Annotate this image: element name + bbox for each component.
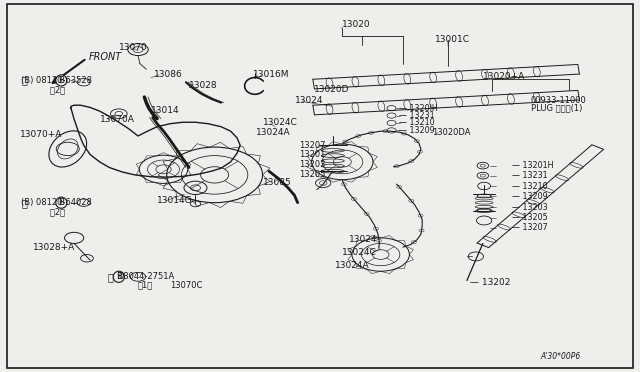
Text: 13024C: 13024C (262, 119, 297, 128)
Text: (B) 08120-63528: (B) 08120-63528 (21, 76, 92, 85)
Text: 13207: 13207 (300, 141, 326, 150)
Text: 13203: 13203 (300, 160, 326, 169)
Text: — 13231: — 13231 (399, 111, 434, 120)
Text: 13020DA: 13020DA (432, 128, 470, 137)
Text: — 13202: — 13202 (470, 278, 511, 287)
Text: 13020+A: 13020+A (483, 72, 525, 81)
Text: 13001C: 13001C (435, 35, 470, 44)
Text: 00933-11000: 00933-11000 (531, 96, 586, 105)
Text: — 13210: — 13210 (399, 119, 434, 128)
Text: 13016M: 13016M (253, 70, 289, 79)
Text: — 13205: — 13205 (511, 213, 547, 222)
Text: 08044-2751A: 08044-2751A (119, 272, 175, 281)
Text: 13070C: 13070C (170, 281, 202, 290)
Text: 13070: 13070 (119, 42, 148, 51)
Text: 13024C: 13024C (342, 248, 377, 257)
Text: 13201: 13201 (300, 150, 326, 159)
Text: 2（: 2（ (42, 208, 65, 217)
Text: — 13210: — 13210 (511, 182, 547, 190)
Text: 13024: 13024 (349, 235, 377, 244)
Text: — 13201H: — 13201H (511, 161, 553, 170)
Text: Ⓑ: Ⓑ (108, 272, 114, 282)
Text: 13086: 13086 (154, 70, 182, 79)
Text: — 13203: — 13203 (511, 203, 547, 212)
Text: 13085: 13085 (262, 178, 291, 187)
Text: 13070+A: 13070+A (20, 129, 62, 139)
Text: — 1320lH: — 1320lH (399, 104, 437, 113)
Text: FRONT: FRONT (89, 52, 122, 62)
Text: 1（: 1（ (138, 281, 153, 290)
Text: 13028+A: 13028+A (33, 243, 75, 251)
Text: — 13231: — 13231 (511, 171, 547, 180)
Text: 13020D: 13020D (314, 85, 349, 94)
Text: A'30*00P6: A'30*00P6 (540, 352, 580, 361)
Text: B: B (58, 198, 65, 207)
Text: Ⓑ: Ⓑ (21, 76, 27, 86)
Text: 13024A: 13024A (256, 128, 291, 137)
Text: PLUG プラグ(1): PLUG プラグ(1) (531, 104, 582, 113)
Text: 13020: 13020 (342, 20, 371, 29)
Text: — 13207: — 13207 (511, 223, 547, 232)
Text: 2（: 2（ (42, 85, 65, 94)
Text: 13014: 13014 (151, 106, 179, 115)
Text: 13014G: 13014G (157, 196, 193, 205)
Text: B: B (58, 76, 65, 85)
Text: Ⓑ: Ⓑ (21, 198, 27, 208)
Text: 13070A: 13070A (100, 115, 134, 124)
Text: 13028: 13028 (189, 81, 218, 90)
Text: 13024: 13024 (294, 96, 323, 105)
Text: (B) 08120-64028: (B) 08120-64028 (21, 198, 92, 207)
Text: 13024A: 13024A (335, 261, 369, 270)
Text: B: B (116, 272, 122, 281)
Text: 13205: 13205 (300, 170, 326, 179)
Text: — 13209: — 13209 (399, 126, 435, 135)
Text: — 13209: — 13209 (511, 192, 547, 201)
